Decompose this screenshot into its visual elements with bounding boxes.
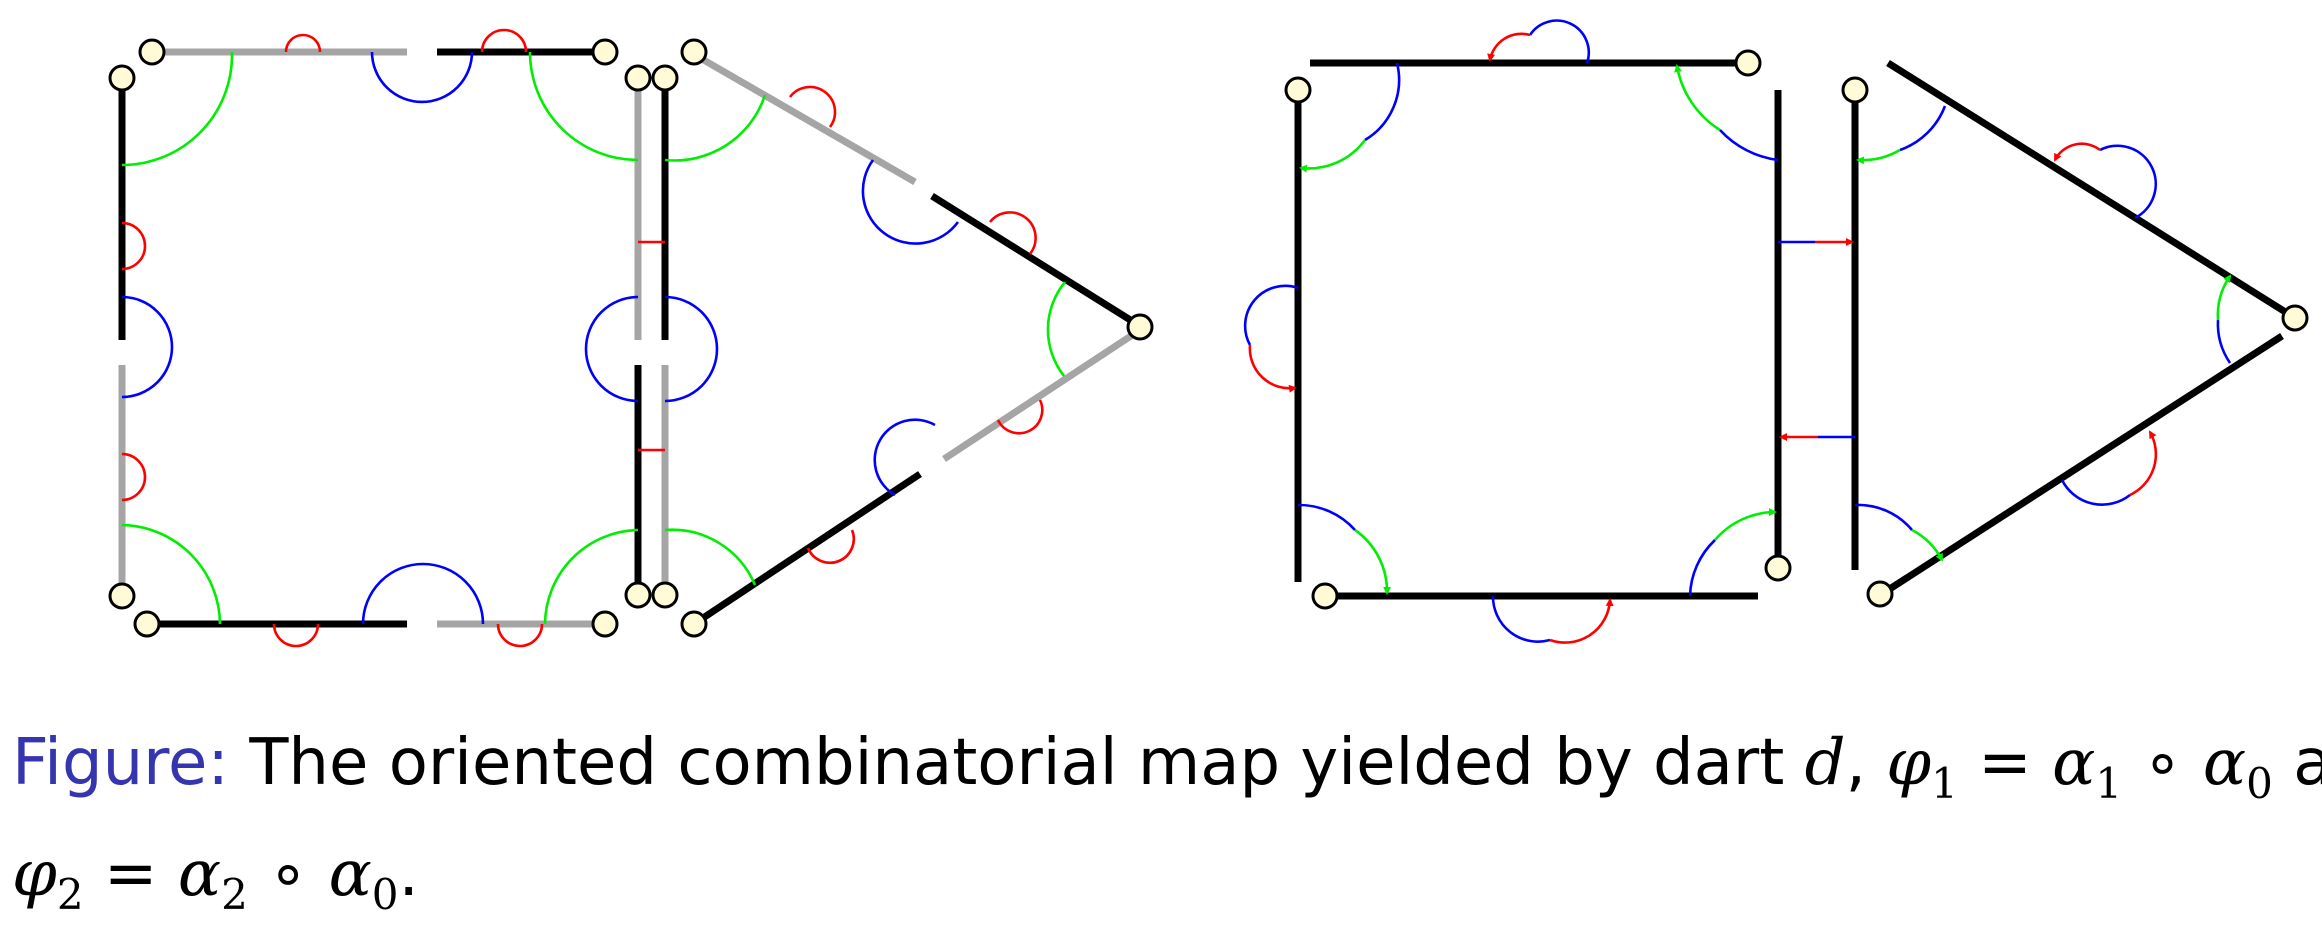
phi1-arrow (2129, 430, 2158, 497)
alpha0-arc (480, 28, 528, 53)
phi1-arrow-tail (1491, 595, 1551, 643)
alpha0-arc (496, 623, 544, 648)
alpha1-arc (873, 418, 936, 497)
alpha0-arc (121, 221, 147, 271)
phi1-symbol: φ1 (1886, 726, 1958, 808)
phi2-arrow (1354, 528, 1392, 595)
caption-period: . (398, 837, 419, 911)
vertex-node (1764, 554, 1792, 582)
phi2-symbol: φ2 (12, 837, 84, 919)
vertex-node (1841, 76, 1869, 104)
caption-line-2: φ2 = α2 ∘ α0. (12, 829, 2312, 940)
phi2-arrow (1911, 528, 1944, 562)
alpha0-arc (996, 399, 1044, 435)
alpha1-arc (361, 562, 485, 625)
compose-operator: ∘ (268, 837, 309, 911)
phi1-arrow-tail (2099, 144, 2157, 220)
alpha0-arc (788, 85, 837, 128)
vertex-node (1284, 76, 1312, 104)
vertex-node (680, 38, 708, 66)
darts-panel (108, 28, 1154, 648)
vertex-node (1866, 580, 1894, 608)
alpha2-arc (528, 51, 639, 162)
alpha1-arc (664, 295, 719, 403)
alpha2-arc (121, 51, 234, 167)
vertex-node (591, 38, 619, 66)
vertex-node (108, 582, 136, 610)
dart-tri-upper-right (930, 193, 1142, 329)
equals-sign: = (1978, 726, 2032, 800)
alpha2-symbol: α2 (177, 837, 248, 919)
vertex-node (133, 610, 161, 638)
phi1-arrow (1549, 598, 1614, 644)
oriented-map-panel (1243, 19, 2309, 644)
vertex-node (651, 581, 679, 609)
alpha2-arc (1046, 281, 1067, 377)
vertex-node (2281, 304, 2309, 332)
phi1-arrow-tail (1243, 284, 1299, 346)
alpha2-arc (121, 523, 222, 625)
caption-text: The oriented combinatorial map yielded b… (249, 726, 1785, 800)
phi2-arrow (1299, 139, 1367, 173)
caption-and: and (2293, 726, 2322, 800)
combinatorial-map-figure (108, 19, 2309, 648)
alpha1-arc (121, 295, 174, 399)
alpha0-symbol: α0 (328, 837, 399, 919)
phi1-arrow-tail (1528, 19, 1591, 64)
alpha1-arc (584, 295, 639, 403)
alpha0-arc (272, 623, 320, 648)
figure-caption: Figure: The oriented combinatorial map y… (12, 718, 2322, 940)
dart-tri-upper-left (693, 51, 917, 186)
phi2-arrow-tail (1854, 503, 1913, 531)
caption-label: Figure: (12, 726, 229, 800)
phi1-arrow-tail (2060, 479, 2131, 506)
vertex-node (651, 64, 679, 92)
phi2-arrow-tail (1364, 62, 1401, 142)
vertex-node (1126, 313, 1154, 341)
dart-symbol: d (1804, 726, 1846, 800)
edge-tri-upper (1886, 60, 2297, 321)
vertex-node (1734, 49, 1762, 77)
alpha1-arc (861, 159, 960, 245)
phi2-arrow (1714, 508, 1777, 541)
vertex-node (138, 38, 166, 66)
alpha0-arc (284, 33, 322, 53)
phi2-arrow-tail (1899, 105, 1947, 152)
caption-line-1: Figure: The oriented combinatorial map y… (12, 718, 2322, 829)
phi1-arrow (1487, 32, 1531, 62)
alpha0-arc (988, 211, 1037, 255)
phi2-arrow (1856, 148, 1901, 165)
vertex-node (624, 581, 652, 609)
equals-sign: = (103, 837, 158, 911)
alpha0-arc (806, 529, 856, 565)
vertex-node (680, 610, 708, 638)
phi1-arrow (2053, 142, 2101, 162)
phi2-arrow-tail (1688, 539, 1716, 597)
phi2-arrow (2216, 274, 2232, 321)
alpha0-symbol: α0 (2202, 726, 2273, 808)
edge-tri-lower (1883, 333, 2284, 595)
vertex-node (1311, 582, 1339, 610)
alpha0-arc (121, 452, 147, 502)
alpha1-symbol: α1 (2052, 726, 2123, 808)
phi2-arrow-tail (2216, 319, 2232, 364)
alpha2-arc (543, 528, 639, 625)
alpha2-arc (664, 528, 757, 586)
alpha2-arc (664, 94, 767, 162)
alpha1-arc (370, 51, 474, 104)
vertex-node (591, 610, 619, 638)
phi2-arrow-tail (1719, 129, 1779, 162)
phi1-arrow (1248, 344, 1297, 393)
phi2-arrow (1674, 64, 1721, 132)
compose-operator: ∘ (2142, 726, 2183, 800)
vertex-node (108, 64, 136, 92)
phi2-arrow-tail (1297, 503, 1356, 531)
vertex-node (624, 64, 652, 92)
dart-tri-lower-right (942, 327, 1142, 462)
